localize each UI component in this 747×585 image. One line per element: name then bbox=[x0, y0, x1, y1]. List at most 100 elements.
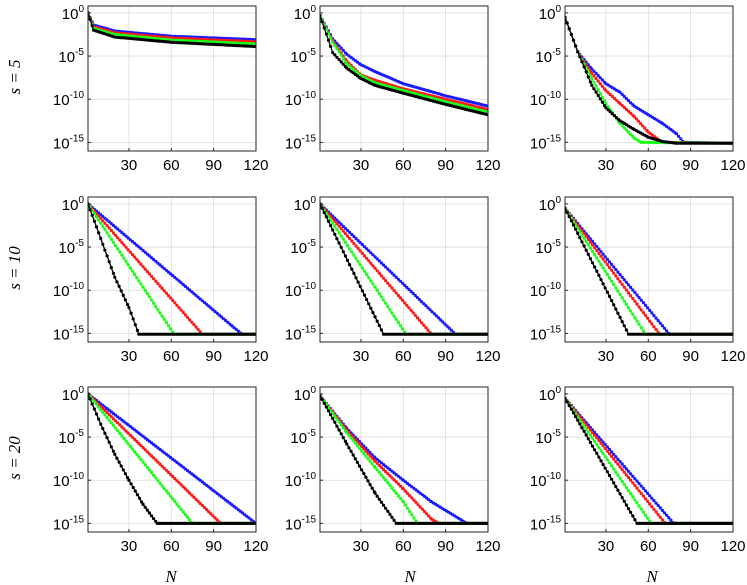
series-point bbox=[162, 486, 166, 490]
series-point bbox=[631, 481, 635, 485]
series-point bbox=[149, 274, 154, 278]
series-point bbox=[603, 286, 607, 290]
series-point bbox=[601, 252, 605, 256]
series-point bbox=[701, 521, 705, 526]
y-tick-base: 10 bbox=[535, 240, 552, 257]
series-point bbox=[343, 240, 347, 244]
y-tick-label: 100 bbox=[62, 385, 85, 404]
series-point bbox=[129, 311, 133, 315]
series-point bbox=[111, 423, 115, 427]
series-point bbox=[396, 277, 400, 281]
series-point bbox=[324, 32, 328, 36]
series-point bbox=[350, 267, 354, 271]
series-point bbox=[105, 231, 109, 235]
x-tick-label: 90 bbox=[205, 348, 222, 365]
series-point bbox=[377, 323, 381, 328]
row-label-0: s = 5 bbox=[5, 59, 24, 94]
series-point bbox=[599, 263, 603, 267]
series-point bbox=[386, 281, 390, 285]
series-point bbox=[381, 476, 386, 480]
series-point bbox=[605, 449, 610, 453]
series-point bbox=[576, 418, 580, 422]
series-point bbox=[322, 211, 326, 215]
series-point bbox=[586, 75, 590, 79]
series-point bbox=[362, 451, 366, 456]
series-point bbox=[629, 132, 633, 136]
series-point bbox=[335, 227, 339, 232]
series-point bbox=[349, 449, 353, 453]
series-point bbox=[631, 495, 635, 499]
y-tick-base: 10 bbox=[530, 135, 547, 152]
series-point bbox=[584, 433, 588, 437]
series-point bbox=[580, 233, 584, 237]
series-point bbox=[339, 234, 343, 238]
series-point bbox=[422, 509, 427, 514]
series-point bbox=[449, 328, 453, 332]
series-point bbox=[234, 506, 238, 510]
series-point bbox=[147, 468, 151, 472]
series-point bbox=[622, 482, 626, 486]
series-point bbox=[631, 474, 635, 478]
series-point bbox=[139, 444, 143, 448]
series-point bbox=[196, 327, 200, 331]
series-point bbox=[139, 332, 143, 336]
series-point bbox=[158, 462, 162, 466]
series-point bbox=[373, 255, 377, 259]
series-point bbox=[386, 481, 390, 485]
series-point bbox=[194, 293, 198, 297]
series-point bbox=[143, 267, 147, 271]
series-point bbox=[418, 491, 422, 495]
series-point bbox=[358, 284, 362, 288]
series-point bbox=[207, 304, 211, 308]
series-point bbox=[185, 315, 190, 319]
series-point bbox=[133, 272, 137, 276]
series-point bbox=[669, 518, 673, 522]
series-point bbox=[396, 320, 400, 325]
series-point bbox=[601, 282, 605, 286]
y-tick-exponent: -15 bbox=[547, 324, 562, 335]
x-tick-label: 60 bbox=[395, 157, 412, 174]
series-point bbox=[339, 60, 343, 64]
series-point bbox=[629, 101, 633, 105]
series-point bbox=[392, 478, 396, 482]
series-point bbox=[119, 464, 123, 468]
series-point bbox=[688, 521, 692, 526]
series-point bbox=[116, 236, 120, 240]
series-point bbox=[381, 276, 386, 280]
series-point bbox=[723, 141, 727, 145]
series-point bbox=[588, 440, 593, 444]
series-point bbox=[597, 259, 601, 263]
series-point bbox=[379, 328, 383, 332]
series-point bbox=[466, 521, 470, 526]
series-point bbox=[596, 74, 600, 78]
series-point bbox=[107, 234, 111, 238]
series-point bbox=[97, 405, 101, 409]
series-point bbox=[643, 489, 648, 493]
series-point bbox=[403, 301, 407, 305]
series-point bbox=[360, 251, 364, 255]
series-point bbox=[479, 332, 483, 336]
series-point bbox=[415, 316, 419, 320]
series-point bbox=[105, 415, 109, 420]
series-point bbox=[427, 514, 431, 518]
series-point bbox=[420, 321, 424, 325]
series-point bbox=[352, 271, 356, 275]
series-point bbox=[149, 514, 154, 518]
series-point bbox=[610, 464, 614, 468]
series-point bbox=[107, 260, 111, 264]
series-point bbox=[652, 140, 656, 145]
series-point bbox=[612, 271, 616, 275]
series-point bbox=[578, 55, 582, 59]
y-tick-base: 10 bbox=[294, 6, 311, 23]
series-point bbox=[396, 482, 400, 486]
series-point bbox=[164, 521, 168, 526]
series-point bbox=[109, 266, 113, 270]
series-point bbox=[612, 467, 616, 471]
series-point bbox=[149, 471, 154, 475]
y-tick-base: 10 bbox=[294, 197, 311, 214]
series-point bbox=[94, 225, 99, 229]
series-point bbox=[154, 458, 158, 462]
series-point bbox=[597, 251, 601, 255]
